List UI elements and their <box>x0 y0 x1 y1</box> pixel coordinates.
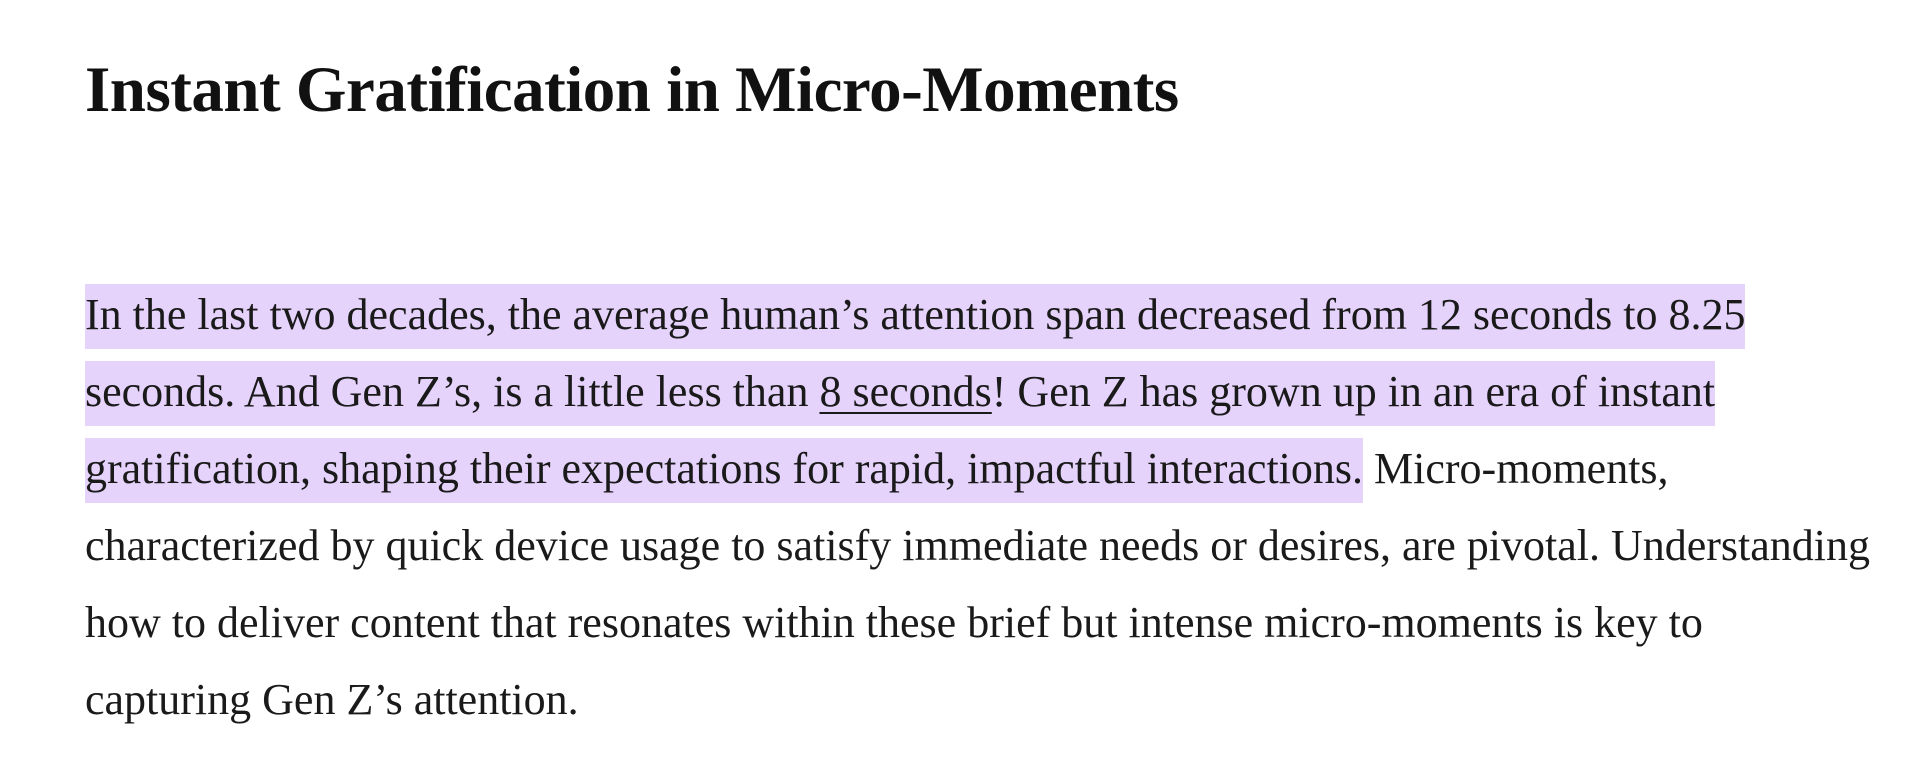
body-paragraph: In the last two decades, the average hum… <box>85 276 1875 738</box>
section-heading: Instant Gratification in Micro-Moments <box>85 54 1179 126</box>
article: Instant Gratification in Micro-Moments I… <box>85 48 1885 724</box>
highlighted-text: In the last two decades, the average hum… <box>85 284 1746 503</box>
highlighted-text-end: ! Gen Z has grown up in an era of instan… <box>85 367 1716 493</box>
highlighted-text-start: In the last two decades, the average hum… <box>85 290 1746 416</box>
paragraph-rest: Micro-moments, characterized by quick de… <box>85 444 1871 724</box>
source-link-8-seconds[interactable]: 8 seconds <box>819 367 992 416</box>
